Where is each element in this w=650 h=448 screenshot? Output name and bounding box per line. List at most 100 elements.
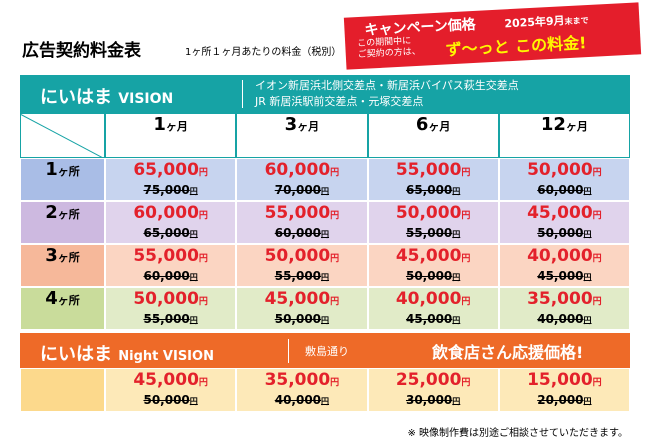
regular-amount: 50,000 [405,268,453,283]
row-header: 4 ヶ所 [20,287,105,330]
regular-amount: 65,000 [405,182,453,197]
logo: にいはま [40,87,112,108]
currency: 円 [189,186,198,196]
sale-amount: 40,000 [527,245,593,266]
currency: 円 [198,167,208,178]
row-num: 3 [45,245,58,266]
currency: 円 [189,229,198,239]
currency: 円 [583,272,592,282]
regular-price: 60,000円 [275,226,329,242]
night-location: 敷島通り [305,345,349,358]
price-cell: 60,000円 70,000円 [236,158,368,201]
column-unit: ヶ月 [428,120,451,133]
currency: 円 [452,272,461,282]
column-header: 12 ヶ月 [498,113,630,158]
price-cell: 15,000円 20,000円 [498,368,630,412]
diagonal [20,114,103,157]
currency: 円 [452,397,461,406]
currency: 円 [198,378,208,388]
regular-amount: 50,000 [143,393,190,407]
price-cell: 45,000円 50,000円 [498,201,630,244]
price-cell: 55,000円 60,000円 [105,244,237,287]
night-logo: にいはま Night VISION [40,340,214,366]
row-header: 3 ヶ所 [20,244,105,287]
vision-locations: イオン新居浜北側交差点・新居浜バイパス萩生交差点 JR 新居浜駅前交差点・元塚交差… [255,78,519,110]
regular-amount: 55,000 [143,311,190,326]
regular-price: 70,000円 [275,183,329,199]
price-cell: 55,000円 60,000円 [236,201,368,244]
subtitle: 1ヶ所１ヶ月あたりの料金（税別） [185,47,342,58]
currency: 円 [592,253,602,264]
sale-price: 45,000円 [265,289,340,312]
column-header: 6 ヶ月 [367,113,499,158]
sale-price: 35,000円 [527,289,602,312]
currency: 円 [330,296,340,307]
regular-price: 55,000円 [406,226,460,242]
price-cell: 45,000円 50,000円 [236,287,368,330]
vision-header: にいはま VISION イオン新居浜北側交差点・新居浜バイパス萩生交差点 JR 新… [20,75,630,113]
sale-amount: 50,000 [264,245,331,266]
price-cell: 40,000円 45,000円 [498,244,630,287]
sale-price: 50,000円 [133,289,208,312]
vision-logo: にいはま VISION [40,83,173,109]
sale-price: 15,000円 [527,371,602,393]
column-unit: ヶ月 [165,120,188,133]
currency: 円 [461,167,471,178]
row-num: 1 [45,159,58,180]
regular-amount: 20,000 [537,393,584,407]
column-num: 6 [415,114,429,135]
regular-price: 50,000円 [143,393,197,409]
row-header: 1 ヶ所 [20,158,105,201]
regular-amount: 55,000 [405,225,453,240]
currency: 円 [330,167,340,178]
sale-price: 55,000円 [264,202,340,226]
currency: 円 [321,397,330,406]
column-header: 1 ヶ月 [105,113,237,158]
price-cell: 60,000円 65,000円 [105,201,237,244]
price-cell: 35,000円 40,000円 [498,287,630,330]
currency: 円 [461,210,471,221]
sale-price: 35,000円 [265,371,340,393]
sale-price: 60,000円 [133,203,208,226]
column-num: 1 [153,114,166,135]
sale-price: 40,000円 [396,289,471,312]
currency: 円 [583,315,592,325]
currency: 円 [189,397,198,406]
logo: にいはま [40,344,112,365]
currency: 円 [583,186,592,196]
currency: 円 [321,186,330,196]
currency: 円 [452,186,461,196]
diagonal-line [20,114,103,157]
regular-amount: 60,000 [143,268,190,283]
regular-price: 45,000円 [406,312,460,328]
regular-price: 65,000円 [406,183,460,199]
regular-amount: 65,000 [143,225,190,240]
currency: 円 [321,229,330,239]
currency: 円 [592,210,602,221]
currency: 円 [583,229,592,239]
sale-amount: 45,000 [527,202,593,223]
price-cell: 50,000円 55,000円 [367,201,499,244]
sale-price: 50,000円 [395,202,471,226]
currency: 円 [583,397,592,406]
sale-price: 60,000円 [265,160,340,183]
regular-price: 55,000円 [143,312,197,328]
currency: 円 [592,378,602,388]
column-unit: ヶ月 [297,120,320,133]
regular-amount: 40,000 [274,393,322,407]
price-cell: 45,000円 50,000円 [105,368,237,412]
sale-amount: 55,000 [264,202,331,223]
logo-suffix: VISION [118,91,174,107]
currency: 円 [189,272,198,282]
regular-price: 50,000円 [406,269,460,285]
regular-amount: 30,000 [405,393,453,407]
currency: 円 [592,296,602,307]
column-num: 3 [284,114,298,135]
regular-price: 40,000円 [537,312,591,328]
regular-amount: 55,000 [274,268,322,283]
price-cell: 65,000円 75,000円 [105,158,237,201]
sale-price: 45,000円 [527,202,602,226]
currency: 円 [461,378,471,388]
sale-amount: 50,000 [395,202,462,223]
